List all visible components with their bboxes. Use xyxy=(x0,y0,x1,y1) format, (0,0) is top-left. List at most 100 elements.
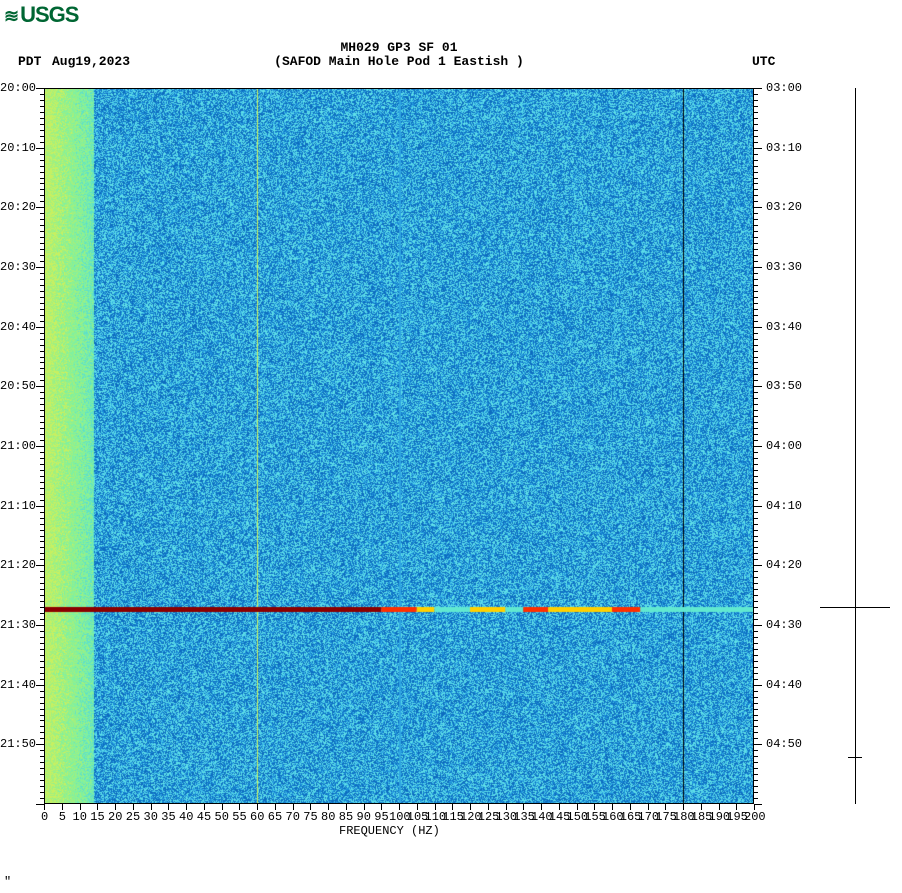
y-right-label: 03:40 xyxy=(766,320,802,334)
tick xyxy=(40,494,44,495)
tick xyxy=(40,530,44,531)
tick xyxy=(754,398,758,399)
tick xyxy=(40,333,44,334)
tick xyxy=(40,142,44,143)
tick xyxy=(754,756,758,757)
tick xyxy=(754,679,758,680)
tick xyxy=(36,804,44,805)
tick xyxy=(36,565,44,566)
tick xyxy=(36,207,44,208)
tick xyxy=(754,685,762,686)
tick xyxy=(754,476,758,477)
tick xyxy=(40,303,44,304)
tick xyxy=(40,524,44,525)
tick xyxy=(754,422,758,423)
x-tick-label: 90 xyxy=(357,810,371,824)
tick xyxy=(754,172,758,173)
tick xyxy=(40,195,44,196)
tick xyxy=(40,786,44,787)
tick xyxy=(754,446,762,447)
tick xyxy=(40,279,44,280)
tick xyxy=(754,750,758,751)
tick xyxy=(40,553,44,554)
tick xyxy=(754,715,758,716)
tick xyxy=(40,476,44,477)
tick xyxy=(754,100,758,101)
tick xyxy=(40,231,44,232)
tick xyxy=(40,416,44,417)
x-tick-label: 10 xyxy=(73,810,87,824)
tick xyxy=(40,380,44,381)
y-right-label: 04:10 xyxy=(766,499,802,513)
tick xyxy=(754,267,762,268)
tick xyxy=(754,261,758,262)
tick xyxy=(40,339,44,340)
sideplot-mark-v xyxy=(855,751,856,763)
tick xyxy=(754,488,758,489)
tick xyxy=(754,374,758,375)
tick xyxy=(754,637,758,638)
tick xyxy=(754,207,762,208)
tick xyxy=(40,124,44,125)
tick xyxy=(40,631,44,632)
tick xyxy=(754,339,758,340)
tick xyxy=(40,422,44,423)
tick xyxy=(36,625,44,626)
tick xyxy=(40,100,44,101)
tick xyxy=(754,434,758,435)
tick xyxy=(36,446,44,447)
tick xyxy=(754,655,758,656)
tick xyxy=(754,720,758,721)
tick xyxy=(754,189,758,190)
tick xyxy=(36,685,44,686)
tick xyxy=(754,792,758,793)
tick xyxy=(754,625,762,626)
header-right-tz: UTC xyxy=(752,54,775,69)
tick xyxy=(40,470,44,471)
header-title-1: MH029 GP3 SF 01 xyxy=(0,40,798,55)
tick xyxy=(40,536,44,537)
tick xyxy=(40,130,44,131)
x-tick-label: 200 xyxy=(744,810,766,824)
tick xyxy=(754,703,758,704)
x-tick-label: 30 xyxy=(144,810,158,824)
x-tick-label: 70 xyxy=(286,810,300,824)
tick xyxy=(754,166,758,167)
tick xyxy=(754,613,758,614)
tick xyxy=(40,768,44,769)
tick xyxy=(40,351,44,352)
tick xyxy=(40,559,44,560)
tick xyxy=(754,368,758,369)
tick xyxy=(754,273,758,274)
tick xyxy=(40,398,44,399)
tick xyxy=(754,88,762,89)
tick xyxy=(40,225,44,226)
tick xyxy=(36,744,44,745)
x-tick-label: 85 xyxy=(339,810,353,824)
tick xyxy=(40,172,44,173)
usgs-logo-text: USGS xyxy=(20,2,78,27)
tick xyxy=(40,255,44,256)
x-tick-label: 25 xyxy=(126,810,140,824)
tick xyxy=(40,774,44,775)
tick xyxy=(40,118,44,119)
tick xyxy=(40,571,44,572)
tick xyxy=(40,607,44,608)
tick xyxy=(40,756,44,757)
tick xyxy=(40,697,44,698)
tick xyxy=(40,589,44,590)
tick xyxy=(40,458,44,459)
tick xyxy=(40,726,44,727)
tick xyxy=(40,154,44,155)
tick xyxy=(754,249,758,250)
tick xyxy=(754,595,758,596)
y-left-label: 20:40 xyxy=(0,320,36,334)
tick xyxy=(754,321,758,322)
tick xyxy=(36,327,44,328)
tick xyxy=(40,309,44,310)
tick xyxy=(754,303,758,304)
tick xyxy=(754,691,758,692)
tick xyxy=(754,762,758,763)
spectrogram-canvas xyxy=(44,88,754,804)
tick xyxy=(754,536,758,537)
